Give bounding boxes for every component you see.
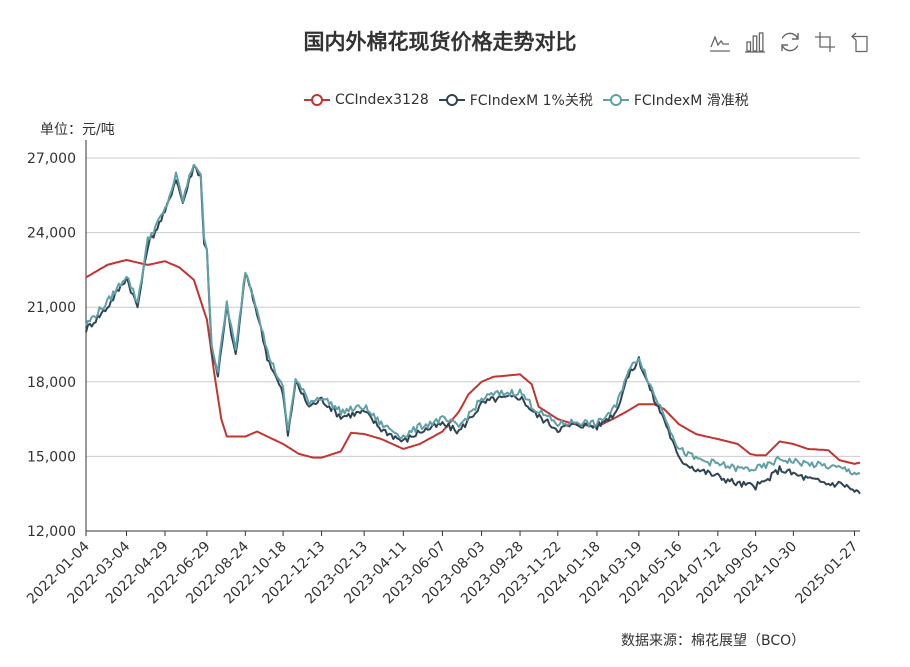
chart-title: 国内外棉花现货价格走势对比	[303, 30, 577, 54]
legend-label-ccindex: CCIndex3128	[335, 92, 429, 108]
x-tick-label: 2025-01-27	[792, 539, 861, 608]
y-tick-label: 15,000	[27, 449, 76, 465]
legend-item-ccindex[interactable]: CCIndex3128	[304, 90, 429, 110]
legend-marker-ccindex	[304, 94, 330, 106]
series-line-2	[85, 163, 861, 476]
legend: CCIndex3128 FCIndexM 1%关税 FCIndexM 滑准税	[304, 90, 749, 110]
refresh-icon[interactable]	[778, 30, 802, 54]
source-label: 数据来源：棉花展望（BCO）	[621, 633, 806, 649]
y-tick-label: 21,000	[27, 300, 76, 316]
y-tick-label: 24,000	[27, 226, 76, 242]
zoom-reset-icon[interactable]	[848, 30, 872, 54]
series-line-0	[85, 259, 861, 465]
legend-label-fcindex-1pct: FCIndexM 1%关税	[469, 93, 593, 109]
toolbox	[708, 30, 872, 54]
legend-item-fcindex-sliding[interactable]: FCIndexM 滑准税	[602, 90, 749, 110]
series-line-1	[85, 164, 861, 495]
legend-item-fcindex-1pct[interactable]: FCIndexM 1%关税	[438, 90, 593, 110]
legend-marker-fcindex-1pct	[438, 94, 465, 106]
legend-marker-fcindex-sliding	[602, 94, 629, 106]
bar-chart-icon[interactable]	[743, 30, 767, 54]
zoom-icon[interactable]	[813, 30, 837, 54]
y-tick-label: 27,000	[27, 151, 76, 167]
y-tick-label: 12,000	[27, 524, 76, 540]
line-chart-icon[interactable]	[708, 30, 732, 54]
y-axis-unit-label: 单位：元/吨	[40, 122, 115, 138]
legend-label-fcindex-sliding: FCIndexM 滑准税	[633, 93, 749, 109]
y-tick-label: 18,000	[27, 375, 76, 391]
